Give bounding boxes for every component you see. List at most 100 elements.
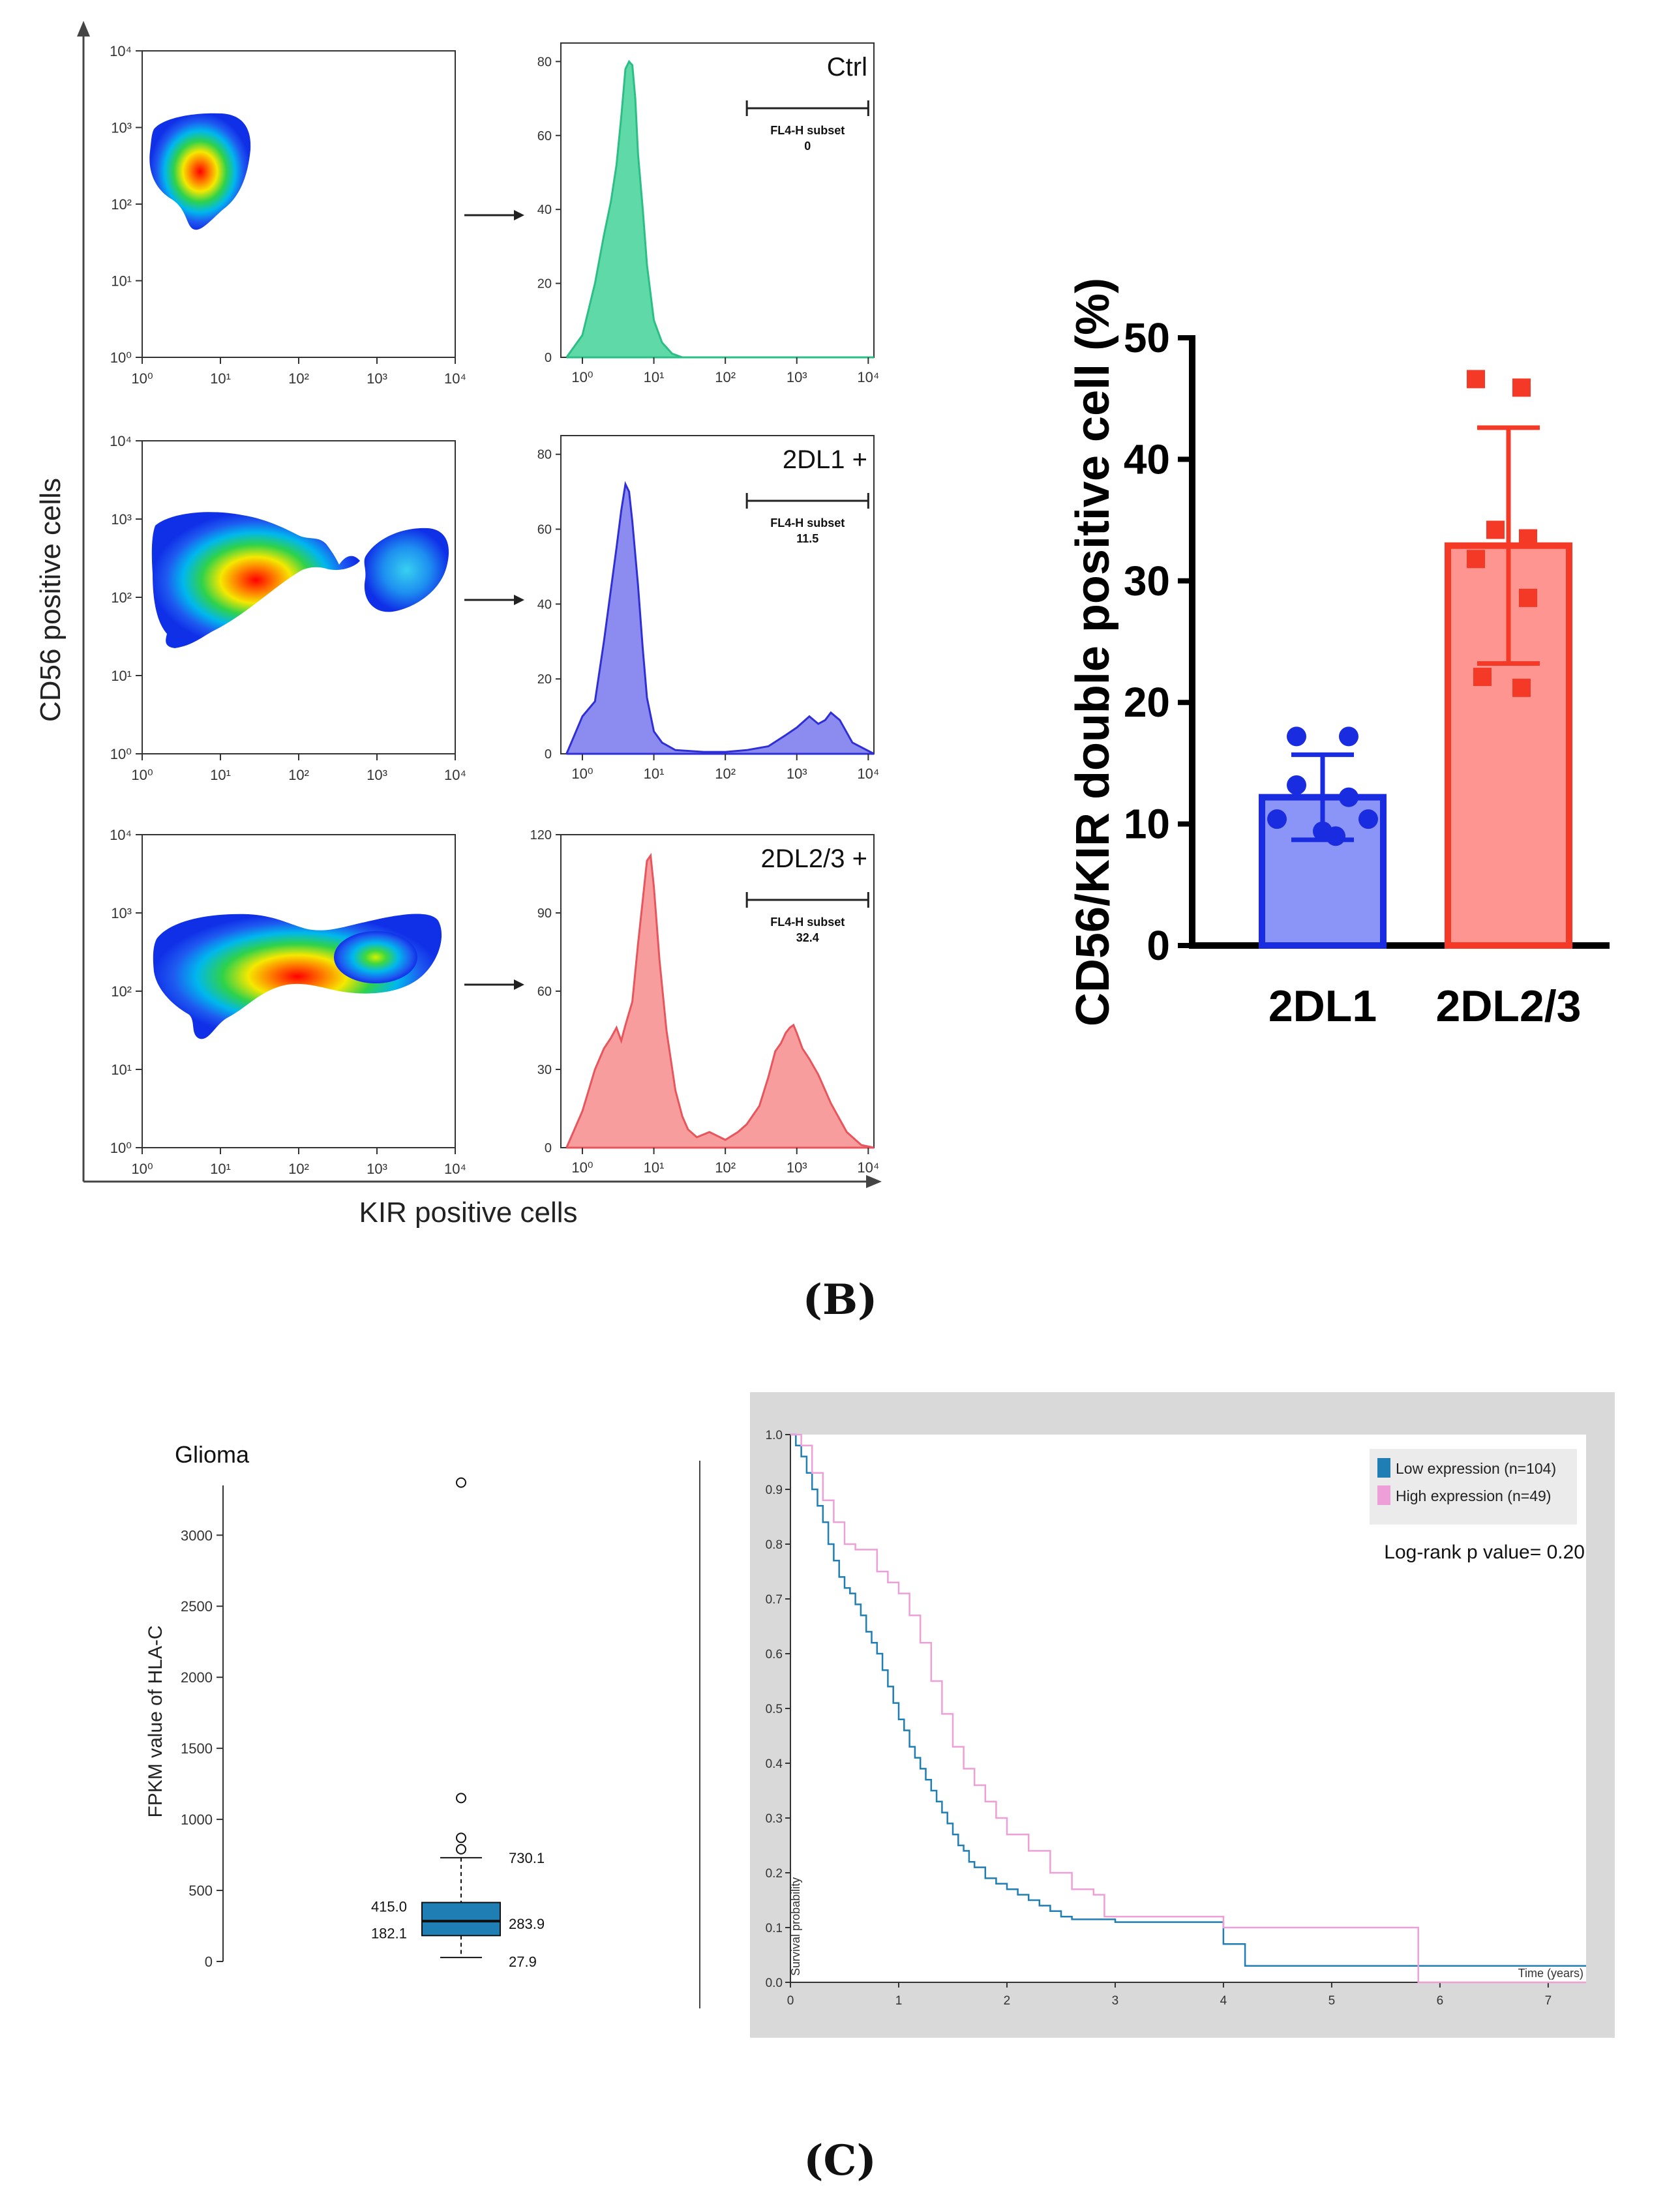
- density-x-tick-label: 10⁰: [131, 370, 153, 387]
- gate-name-label: FL4-H subset: [770, 916, 845, 929]
- km-legend-box: [1370, 1449, 1577, 1525]
- km-y-tick-label: 0.1: [766, 1922, 783, 1935]
- data-point-2dl1: [1326, 826, 1345, 846]
- density-x-tick-label: 10⁴: [444, 767, 466, 783]
- km-x-tick-label: 1: [895, 1994, 903, 2008]
- histogram-y-tick-label: 40: [537, 203, 552, 217]
- histogram-x-tick-label: 10⁴: [857, 766, 879, 782]
- density-x-tick-label: 10⁴: [444, 1161, 466, 1177]
- flow-x-axis-label: KIR positive cells: [359, 1197, 577, 1229]
- bar-y-tick-label: 0: [1147, 922, 1170, 969]
- histogram-sample-label-ctrl: Ctrl: [827, 53, 867, 82]
- histogram-y-tick-label: 60: [537, 985, 552, 999]
- km-legend-high: High expression (n=49): [1396, 1487, 1551, 1504]
- box-y-tick-label: 1000: [181, 1811, 213, 1828]
- km-pvalue-annotation: Log-rank p value= 0.20: [1384, 1542, 1585, 1563]
- density-cloud-2dl23-kir: [334, 931, 417, 983]
- data-point-2dl23: [1473, 668, 1492, 687]
- km-legend-swatch: [1377, 1485, 1390, 1505]
- density-x-tick-label: 10¹: [210, 767, 231, 783]
- box-plot-panel: Glioma FPKM value of HLA-C 0 500 1000 1500 200…: [145, 1441, 545, 1970]
- density-y-tick-label: 10³: [111, 511, 132, 528]
- data-point-2dl1: [1287, 775, 1306, 795]
- histogram-curve-2dl1: [565, 481, 875, 755]
- km-legend-swatch: [1377, 1458, 1390, 1478]
- bar-y-tick-label: 40: [1124, 436, 1170, 483]
- density-x-tick-label: 10¹: [210, 370, 231, 387]
- panel-label-b: (B): [803, 1275, 878, 1324]
- km-x-tick-label: 3: [1112, 1994, 1119, 2008]
- histogram-y-tick-label: 0: [545, 747, 552, 762]
- km-y-tick-label: 0.6: [766, 1648, 783, 1662]
- data-point-2dl1: [1339, 787, 1358, 807]
- km-y-tick-label: 0.8: [766, 1538, 783, 1552]
- box-iqr: [421, 1901, 501, 1937]
- density-x-tick-label: 10²: [288, 1161, 309, 1177]
- histogram-x-tick-label: 10⁴: [857, 1159, 879, 1176]
- bar-y-tick-label: 20: [1124, 679, 1170, 726]
- histogram-y-tick-label: 0: [545, 351, 552, 365]
- histogram-x-tick-label: 10¹: [644, 766, 665, 782]
- histogram-sample-label-2dl1: 2DL1 +: [783, 445, 867, 474]
- histogram-y-tick-label: 60: [537, 523, 552, 537]
- density-y-tick-label: 10²: [111, 589, 132, 606]
- density-x-tick-label: 10⁰: [131, 767, 153, 783]
- gate-name-label: FL4-H subset: [770, 516, 845, 529]
- flow-cytometry-panel: CD56 positive cells KIR positive cells: [35, 21, 882, 1229]
- density-x-tick-label: 10³: [367, 1161, 387, 1177]
- km-y-tick-label: 1.0: [766, 1429, 783, 1442]
- bar-category-label: 2DL2/3: [1436, 981, 1582, 1031]
- box-y-tick-label: 500: [188, 1883, 213, 1899]
- km-y-tick-label: 0.7: [766, 1593, 783, 1607]
- box-y-tick-label: 1500: [181, 1740, 213, 1757]
- box-label-q1: 182.1: [371, 1925, 407, 1941]
- km-y-tick-label: 0.3: [766, 1812, 783, 1826]
- box-label-min: 27.9: [509, 1954, 537, 1970]
- density-y-tick-label: 10⁰: [110, 350, 132, 366]
- km-y-tick-label: 0.9: [766, 1483, 783, 1497]
- box-label-median: 283.9: [509, 1916, 545, 1932]
- histogram-x-tick-label: 10³: [787, 1159, 807, 1176]
- histogram-x-tick-label: 10¹: [644, 1159, 665, 1176]
- histogram-x-tick-label: 10⁰: [571, 1159, 593, 1176]
- histogram-x-tick-label: 10¹: [644, 369, 665, 385]
- box-label-q3: 415.0: [371, 1899, 407, 1915]
- density-x-tick-label: 10²: [288, 370, 309, 387]
- km-y-tick-label: 0.5: [766, 1703, 783, 1716]
- histogram-x-tick-label: 10⁴: [857, 369, 879, 385]
- density-plot-ctrl: [142, 50, 456, 358]
- km-x-tick-label: 6: [1437, 1994, 1444, 2008]
- km-y-axis-title: Survival probability: [789, 1877, 802, 1976]
- density-y-tick-label: 10⁰: [110, 1140, 132, 1156]
- histogram-x-tick-label: 10⁰: [571, 369, 593, 385]
- histogram-sample-label-2dl23: 2DL2/3 +: [761, 844, 867, 873]
- histogram-x-tick-label: 10³: [787, 369, 807, 385]
- density-y-tick-label: 10¹: [111, 273, 132, 290]
- km-y-tick-label: 0.4: [766, 1757, 783, 1771]
- bar-y-axis-title: CD56/KIR double positive cell (%): [1067, 278, 1119, 1026]
- flow-x-axis-arrow: [866, 1175, 882, 1188]
- km-legend-low: Low expression (n=104): [1396, 1460, 1556, 1477]
- gate-value-label-2dl23: 32.4: [796, 931, 819, 944]
- density-cloud-ctrl: [149, 113, 251, 230]
- density-y-tick-label: 10⁴: [110, 43, 132, 59]
- box-outlier: [456, 1793, 466, 1804]
- density-cloud-2dl1-kir: [364, 528, 449, 612]
- data-point-2dl23: [1467, 550, 1485, 569]
- box-y-axis-title: FPKM value of HLA-C: [145, 1625, 166, 1817]
- km-plot-area: [790, 1435, 1586, 1982]
- density-x-tick-label: 10⁰: [131, 1161, 153, 1177]
- histogram-y-tick-label: 80: [537, 55, 552, 69]
- data-point-2dl23: [1512, 678, 1531, 697]
- histogram-y-tick-label: 40: [537, 597, 552, 612]
- km-x-tick-label: 7: [1545, 1994, 1552, 2008]
- data-point-2dl23: [1467, 370, 1485, 389]
- km-x-axis-title: Time (years): [1518, 1967, 1583, 1980]
- data-point-2dl1: [1339, 726, 1358, 747]
- density-x-tick-label: 10⁴: [444, 370, 466, 387]
- data-point-2dl1: [1358, 809, 1378, 829]
- km-x-tick-label: 0: [787, 1994, 794, 2008]
- bar-y-tick-label: 30: [1124, 558, 1170, 604]
- density-x-tick-label: 10³: [367, 370, 387, 387]
- flow-y-axis-label: CD56 positive cells: [35, 478, 67, 722]
